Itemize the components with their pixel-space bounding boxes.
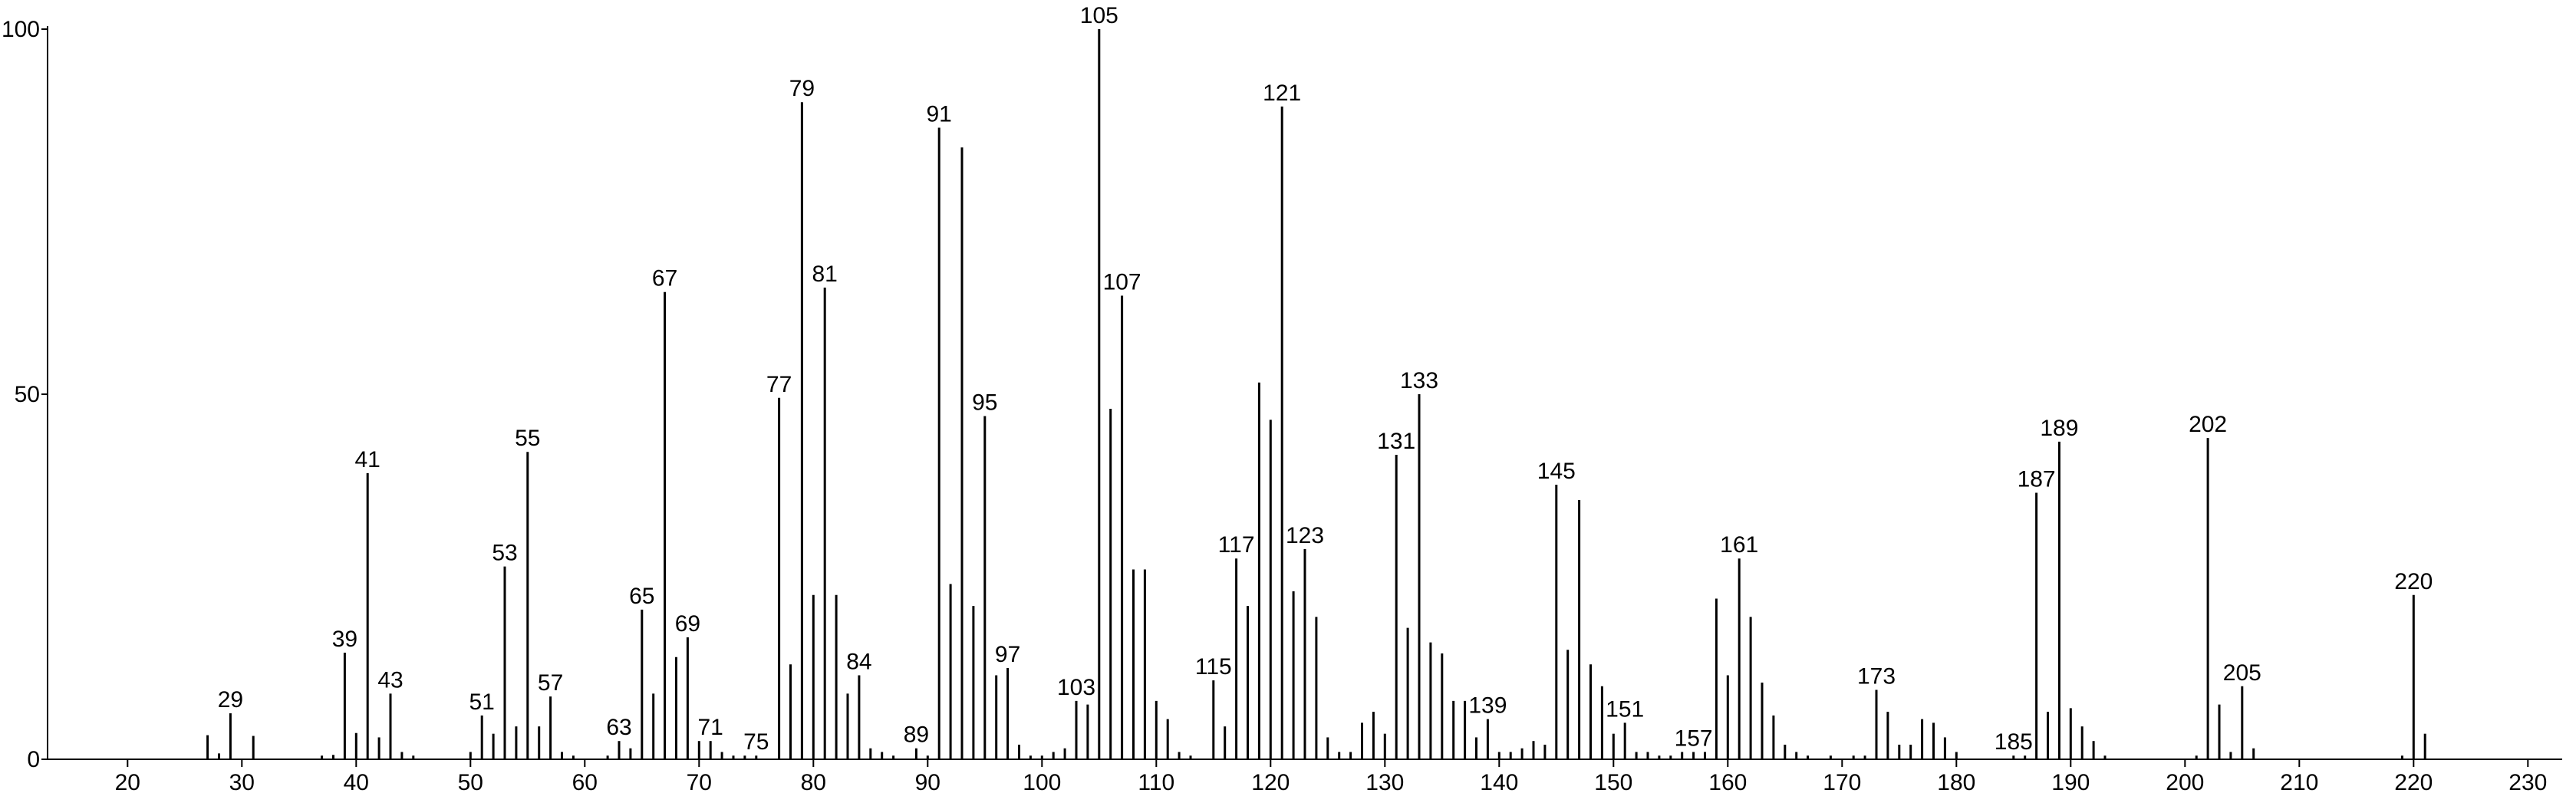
peak-label: 75 bbox=[743, 729, 769, 755]
y-tick-label: 50 bbox=[15, 382, 40, 407]
x-tick-label: 190 bbox=[2051, 770, 2090, 795]
peak-label: 39 bbox=[332, 627, 357, 652]
peak-label: 151 bbox=[1606, 696, 1644, 722]
peak-label: 43 bbox=[377, 667, 403, 693]
x-tick-label: 90 bbox=[915, 770, 940, 795]
peak-label: 105 bbox=[1080, 3, 1118, 28]
peak-label: 67 bbox=[652, 266, 677, 291]
peak-label: 91 bbox=[927, 102, 952, 127]
y-tick-label: 0 bbox=[27, 747, 40, 772]
peak-label: 89 bbox=[904, 722, 929, 748]
peak-label: 95 bbox=[972, 390, 997, 416]
y-tick-label: 100 bbox=[2, 17, 40, 42]
peak-label: 173 bbox=[1857, 664, 1896, 689]
peak-label: 97 bbox=[995, 642, 1020, 667]
peak-label: 69 bbox=[675, 611, 700, 637]
x-tick-label: 20 bbox=[115, 770, 140, 795]
peak-label: 117 bbox=[1218, 532, 1255, 558]
peak-label: 53 bbox=[492, 541, 517, 566]
x-tick-label: 170 bbox=[1823, 770, 1861, 795]
x-tick-label: 220 bbox=[2394, 770, 2433, 795]
peak-label: 63 bbox=[606, 715, 631, 740]
x-tick-label: 210 bbox=[2280, 770, 2318, 795]
peak-label: 29 bbox=[218, 687, 243, 712]
peak-label: 65 bbox=[629, 584, 654, 609]
peak-label: 84 bbox=[846, 650, 871, 675]
peak-label: 57 bbox=[538, 670, 563, 696]
peak-label: 77 bbox=[766, 372, 792, 397]
x-tick-label: 150 bbox=[1594, 770, 1632, 795]
x-tick-label: 230 bbox=[2508, 770, 2547, 795]
peak-label: 145 bbox=[1537, 459, 1576, 484]
x-tick-label: 110 bbox=[1138, 770, 1174, 795]
peak-label: 205 bbox=[2223, 660, 2261, 686]
peak-label: 115 bbox=[1195, 654, 1232, 680]
x-tick-label: 140 bbox=[1480, 770, 1518, 795]
peak-label: 121 bbox=[1263, 81, 1301, 106]
x-tick-label: 40 bbox=[344, 770, 369, 795]
peak-label: 55 bbox=[515, 426, 540, 451]
peak-label: 187 bbox=[2018, 467, 2056, 492]
peak-label: 81 bbox=[812, 262, 838, 287]
peak-label: 123 bbox=[1286, 523, 1324, 548]
x-tick-label: 70 bbox=[687, 770, 712, 795]
peak-label: 51 bbox=[469, 689, 495, 715]
peak-label: 220 bbox=[2394, 569, 2433, 594]
x-tick-label: 130 bbox=[1365, 770, 1404, 795]
peak-label: 41 bbox=[355, 447, 380, 472]
x-tick-label: 80 bbox=[801, 770, 826, 795]
x-tick-label: 120 bbox=[1251, 770, 1290, 795]
peak-label: 71 bbox=[698, 715, 723, 740]
peak-label: 161 bbox=[1720, 532, 1758, 558]
x-tick-label: 180 bbox=[1937, 770, 1975, 795]
peak-label: 133 bbox=[1400, 368, 1438, 393]
peak-label: 189 bbox=[2040, 416, 2078, 441]
x-tick-label: 30 bbox=[229, 770, 255, 795]
peak-label: 79 bbox=[789, 76, 815, 101]
peak-label: 131 bbox=[1377, 429, 1415, 454]
x-tick-label: 60 bbox=[572, 770, 598, 795]
x-tick-label: 100 bbox=[1023, 770, 1061, 795]
x-tick-label: 200 bbox=[2166, 770, 2204, 795]
peak-label: 107 bbox=[1103, 269, 1141, 295]
peak-label: 139 bbox=[1468, 693, 1507, 719]
x-tick-label: 50 bbox=[458, 770, 483, 795]
peak-label: 103 bbox=[1057, 675, 1095, 700]
x-tick-label: 160 bbox=[1708, 770, 1747, 795]
peak-label: 202 bbox=[2189, 412, 2227, 437]
peak-label: 157 bbox=[1675, 726, 1713, 751]
peak-label: 185 bbox=[1995, 729, 2033, 755]
